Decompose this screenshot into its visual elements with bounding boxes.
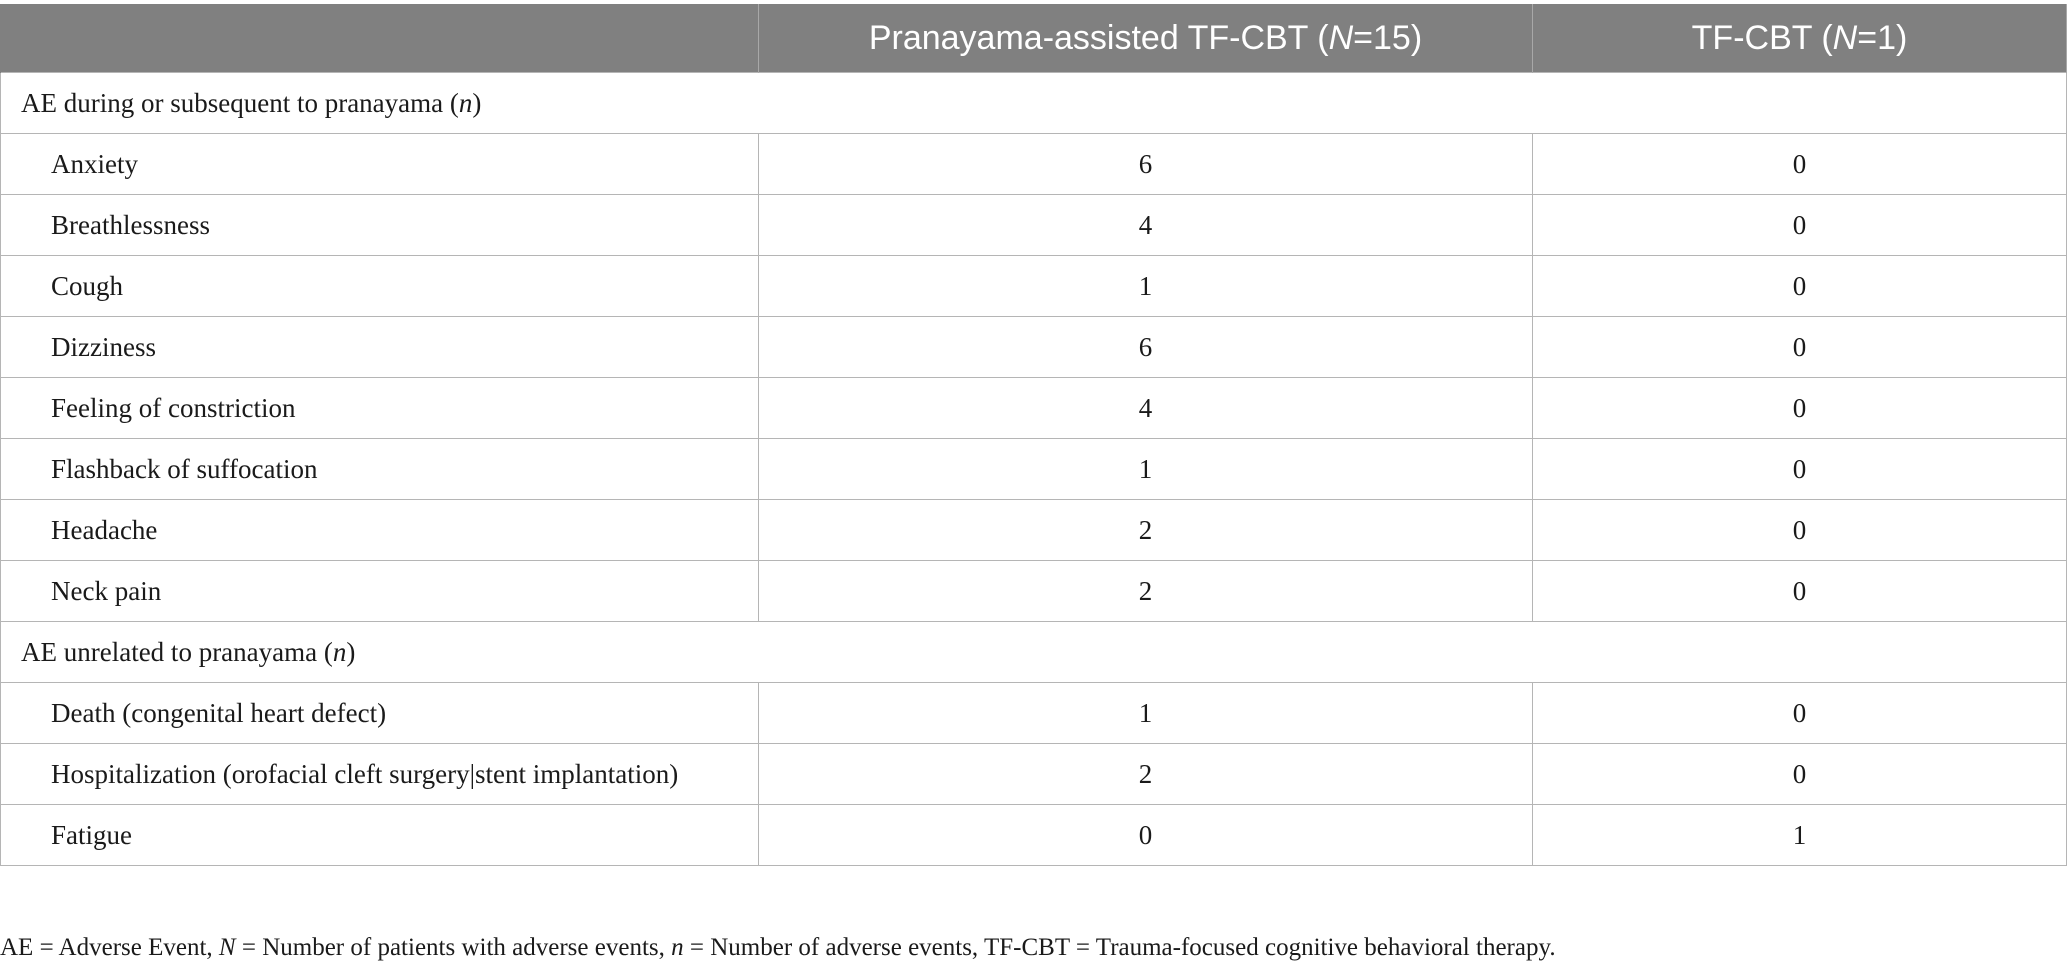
- section-title-var: n: [458, 87, 473, 118]
- event-label-cell: Anxiety: [0, 133, 759, 195]
- event-label-cell: Flashback of suffocation: [0, 438, 759, 500]
- tfcbt-count-cell: 0: [1532, 682, 2067, 744]
- section-row: AE unrelated to pranayama (n): [0, 621, 2067, 683]
- header-tfcbt-prefix: TF-CBT (: [1691, 18, 1833, 57]
- table-row: Cough 1 0: [0, 255, 2067, 317]
- event-label-cell: Hospitalization (orofacial cleft surgery…: [0, 743, 759, 805]
- footnote-part-2: = Number of patients with adverse events…: [235, 934, 672, 961]
- tfcbt-count-cell: 0: [1532, 133, 2067, 195]
- table-row: Hospitalization (orofacial cleft surgery…: [0, 743, 2067, 805]
- section-row: AE during or subsequent to pranayama (n): [0, 72, 2067, 134]
- event-label-cell: Cough: [0, 255, 759, 317]
- table-row: Death (congenital heart defect) 1 0: [0, 682, 2067, 744]
- section-title-suffix: ): [346, 636, 356, 667]
- header-pranayama-prefix: Pranayama-assisted TF-CBT (: [868, 18, 1329, 57]
- pranayama-count-cell: 2: [758, 560, 1533, 622]
- pranayama-count-cell: 4: [758, 194, 1533, 256]
- header-tfcbt-suffix: =1): [1857, 18, 1908, 57]
- pranayama-count-cell: 4: [758, 377, 1533, 439]
- section-title-prefix: AE during or subsequent to pranayama (: [21, 87, 459, 118]
- event-label-cell: Neck pain: [0, 560, 759, 622]
- table-header: Pranayama-assisted TF-CBT (N=15) TF-CBT …: [0, 4, 2067, 73]
- pranayama-count-cell: 1: [758, 438, 1533, 500]
- event-label-cell: Breathlessness: [0, 194, 759, 256]
- pranayama-count-cell: 1: [758, 682, 1533, 744]
- table-row: Feeling of constriction 4 0: [0, 377, 2067, 439]
- tfcbt-count-cell: 0: [1532, 255, 2067, 317]
- section-title-cell: AE during or subsequent to pranayama (n): [0, 72, 2067, 134]
- header-pranayama-tfcbt: Pranayama-assisted TF-CBT (N=15): [758, 4, 1533, 73]
- tfcbt-count-cell: 0: [1532, 743, 2067, 805]
- table-footnote: AE = Adverse Event, N = Number of patien…: [0, 934, 1556, 962]
- pranayama-count-cell: 2: [758, 499, 1533, 561]
- tfcbt-count-cell: 0: [1532, 316, 2067, 378]
- event-label-cell: Dizziness: [0, 316, 759, 378]
- table-row: Fatigue 0 1: [0, 804, 2067, 866]
- section-title-suffix: ): [472, 87, 482, 118]
- section-title-prefix: AE unrelated to pranayama (: [21, 636, 333, 667]
- tfcbt-count-cell: 0: [1532, 377, 2067, 439]
- header-tfcbt-var: N: [1832, 18, 1858, 57]
- section-title-cell: AE unrelated to pranayama (n): [0, 621, 2067, 683]
- tfcbt-count-cell: 1: [1532, 804, 2067, 866]
- header-blank-cell: [0, 4, 759, 73]
- pranayama-count-cell: 1: [758, 255, 1533, 317]
- table-row: Headache 2 0: [0, 499, 2067, 561]
- tfcbt-count-cell: 0: [1532, 438, 2067, 500]
- event-label-cell: Fatigue: [0, 804, 759, 866]
- tfcbt-count-cell: 0: [1532, 560, 2067, 622]
- event-label-cell: Headache: [0, 499, 759, 561]
- footnote-part-3: = Number of adverse events, TF-CBT = Tra…: [683, 934, 1556, 961]
- header-row: Pranayama-assisted TF-CBT (N=15) TF-CBT …: [0, 4, 2067, 73]
- header-pranayama-var: N: [1328, 18, 1354, 57]
- footnote-var-n: n: [671, 934, 684, 961]
- table-row: Neck pain 2 0: [0, 560, 2067, 622]
- event-label-cell: Death (congenital heart defect): [0, 682, 759, 744]
- pranayama-count-cell: 2: [758, 743, 1533, 805]
- footnote-part-1: AE = Adverse Event,: [0, 934, 219, 961]
- section-title-var: n: [332, 636, 347, 667]
- table-row: Breathlessness 4 0: [0, 194, 2067, 256]
- table-row: Flashback of suffocation 1 0: [0, 438, 2067, 500]
- tfcbt-count-cell: 0: [1532, 499, 2067, 561]
- table-row: Anxiety 6 0: [0, 133, 2067, 195]
- header-pranayama-suffix: =15): [1353, 18, 1423, 57]
- footnote-var-N: N: [218, 934, 236, 961]
- tfcbt-count-cell: 0: [1532, 194, 2067, 256]
- adverse-events-table-container: Pranayama-assisted TF-CBT (N=15) TF-CBT …: [0, 4, 2067, 866]
- event-label-cell: Feeling of constriction: [0, 377, 759, 439]
- table-body: AE during or subsequent to pranayama (n)…: [0, 72, 2067, 866]
- pranayama-count-cell: 0: [758, 804, 1533, 866]
- header-tfcbt: TF-CBT (N=1): [1532, 4, 2067, 73]
- adverse-events-table: Pranayama-assisted TF-CBT (N=15) TF-CBT …: [0, 4, 2067, 866]
- table-row: Dizziness 6 0: [0, 316, 2067, 378]
- pranayama-count-cell: 6: [758, 316, 1533, 378]
- pranayama-count-cell: 6: [758, 133, 1533, 195]
